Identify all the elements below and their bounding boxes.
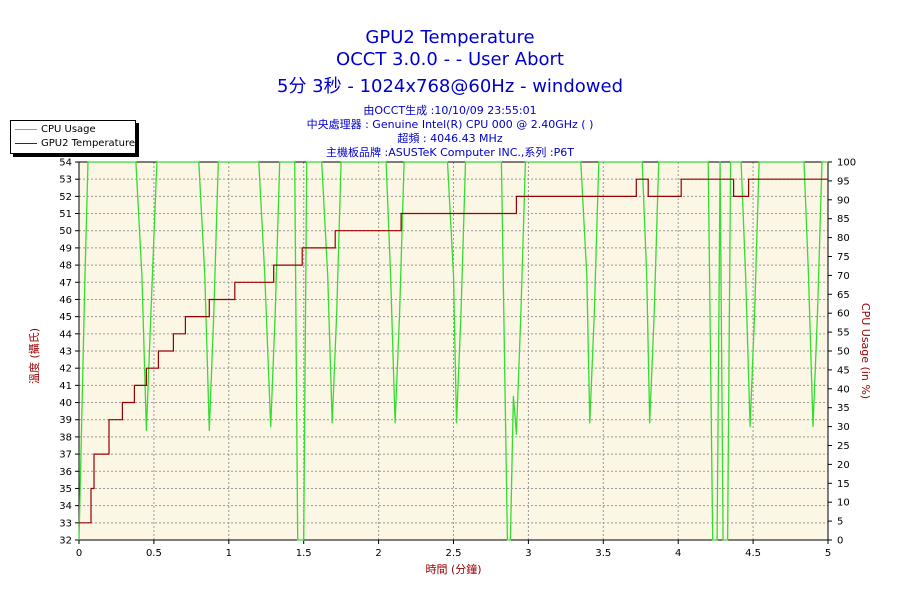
y2-tick-label: 65: [837, 290, 850, 301]
y2-tick-label: 30: [837, 422, 850, 433]
y-tick-label: 51: [59, 209, 72, 220]
x-tick-label: 0.5: [146, 548, 162, 559]
x-tick-label: 1.5: [296, 548, 312, 559]
y2-tick-label: 60: [837, 309, 850, 320]
info-overclock: 超頻 : 4046.43 MHz: [397, 132, 503, 145]
y2-tick-label: 15: [837, 479, 850, 490]
y-axis-label: 溫度 (攝氏): [27, 328, 41, 384]
y-tick-label: 48: [59, 261, 72, 272]
y2-tick-label: 20: [837, 460, 850, 471]
y-tick-label: 32: [59, 536, 72, 547]
info-cpu: 中央處理器 : Genuine Intel(R) CPU 000 @ 2.40G…: [306, 118, 594, 131]
y-tick-label: 54: [59, 158, 72, 169]
y-tick-label: 50: [59, 226, 72, 237]
y2-tick-label: 25: [837, 441, 850, 452]
x-tick-label: 3.5: [595, 548, 611, 559]
y2-tick-label: 90: [837, 195, 850, 206]
y-tick-label: 46: [59, 295, 72, 306]
y2-tick-label: 45: [837, 365, 850, 376]
y2-tick-label: 55: [837, 328, 850, 339]
info-motherboard: 主機板品牌 :ASUSTeK Computer INC.,系列 :P6T: [326, 146, 574, 159]
x-tick-label: 1: [226, 548, 232, 559]
y2-tick-label: 10: [837, 498, 850, 509]
y-tick-label: 36: [59, 467, 72, 478]
x-tick-label: 2.5: [446, 548, 462, 559]
y2-tick-label: 85: [837, 214, 850, 225]
x-tick-label: 3: [525, 548, 531, 559]
y2-tick-label: 40: [837, 384, 850, 395]
y-tick-label: 49: [59, 243, 72, 254]
y-tick-label: 38: [59, 432, 72, 443]
y-tick-label: 39: [59, 415, 72, 426]
legend-item-temp: GPU2 Temperature: [15, 137, 135, 150]
y-tick-label: 42: [59, 364, 72, 375]
y-tick-label: 41: [59, 381, 72, 392]
y-tick-label: 53: [59, 175, 72, 186]
y2-tick-label: 50: [837, 347, 850, 358]
info-generated: 由OCCT生成 :10/10/09 23:55:01: [363, 104, 537, 117]
y2-tick-label: 35: [837, 403, 850, 414]
y-tick-label: 52: [59, 192, 72, 203]
series-line-gpu2-temperature: [79, 178, 828, 524]
series-line-cpu-usage: [78, 161, 828, 541]
chart-subtitle-run: 5分 3秒 - 1024x768@60Hz - windowed: [277, 76, 623, 97]
legend-swatch-temp: [15, 142, 37, 144]
y-tick-label: 40: [59, 398, 72, 409]
y-tick-label: 47: [59, 278, 72, 289]
x-axis-label: 時間 (分鐘): [425, 562, 481, 576]
x-tick-label: 0: [76, 548, 82, 559]
y2-tick-label: 75: [837, 252, 850, 263]
legend-label-temp: GPU2 Temperature: [41, 138, 135, 149]
y-tick-label: 45: [59, 312, 72, 323]
x-tick-label: 5: [825, 548, 831, 559]
y2-tick-label: 5: [837, 517, 843, 528]
y-tick-label: 35: [59, 484, 72, 495]
x-tick-label: 4: [675, 548, 681, 559]
x-tick-label: 4.5: [745, 548, 761, 559]
y2-tick-label: 70: [837, 271, 850, 282]
legend-label-cpu: CPU Usage: [41, 124, 96, 135]
chart-legend: CPU Usage GPU2 Temperature: [10, 120, 136, 154]
y-tick-label: 44: [59, 329, 72, 340]
y2-tick-label: 95: [837, 176, 850, 187]
y-tick-label: 37: [59, 450, 72, 461]
chart-title: GPU2 Temperature: [365, 27, 535, 48]
y2-tick-label: 80: [837, 233, 850, 244]
y2-axis-label: CPU Usage (in %): [859, 303, 872, 399]
y-tick-label: 34: [59, 501, 72, 512]
y2-tick-label: 100: [837, 158, 856, 169]
y-tick-label: 33: [59, 518, 72, 529]
y-tick-label: 43: [59, 347, 72, 358]
legend-item-cpu: CPU Usage: [15, 123, 96, 136]
chart-subtitle-app: OCCT 3.0.0 - - User Abort: [336, 49, 564, 70]
y2-tick-label: 0: [837, 536, 843, 547]
x-tick-label: 2: [375, 548, 381, 559]
plot-frame: [78, 161, 829, 541]
legend-swatch-cpu: [15, 128, 37, 130]
